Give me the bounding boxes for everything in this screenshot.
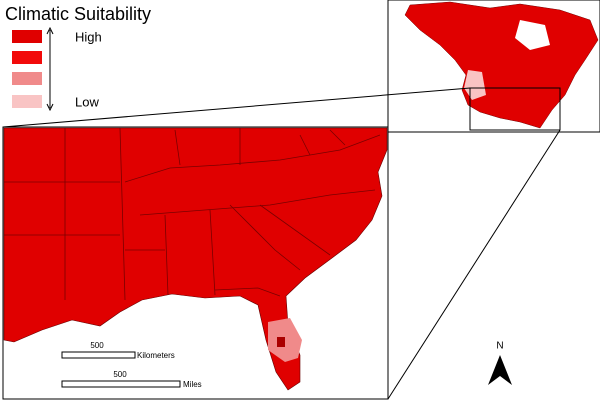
connector	[2, 87, 471, 128]
legend-swatch	[12, 51, 42, 64]
legend-low: Low	[75, 94, 99, 109]
legend-title: Climatic Suitability	[5, 4, 151, 24]
inset-land	[404, 1, 599, 129]
inset-bay	[515, 20, 550, 50]
connector	[387, 129, 561, 400]
scale-value: 500	[90, 341, 104, 350]
legend-high: High	[75, 29, 102, 44]
land	[3, 127, 388, 391]
legend-swatch	[12, 95, 42, 108]
spot	[277, 337, 285, 347]
inset-extent	[469, 87, 561, 131]
north-arrow	[488, 355, 512, 385]
scale-value: 500	[113, 370, 127, 379]
legend-swatch	[12, 72, 42, 85]
north-label: N	[496, 341, 503, 352]
scale-unit: Miles	[183, 380, 202, 389]
state-borders	[4, 127, 381, 301]
legend-swatch	[12, 30, 42, 43]
legend-arrowheads	[46, 26, 54, 112]
scale-bar	[61, 351, 136, 359]
scale-unit: Kilometers	[137, 351, 175, 360]
scale-bar	[61, 380, 181, 388]
legend-swatches	[12, 30, 42, 108]
